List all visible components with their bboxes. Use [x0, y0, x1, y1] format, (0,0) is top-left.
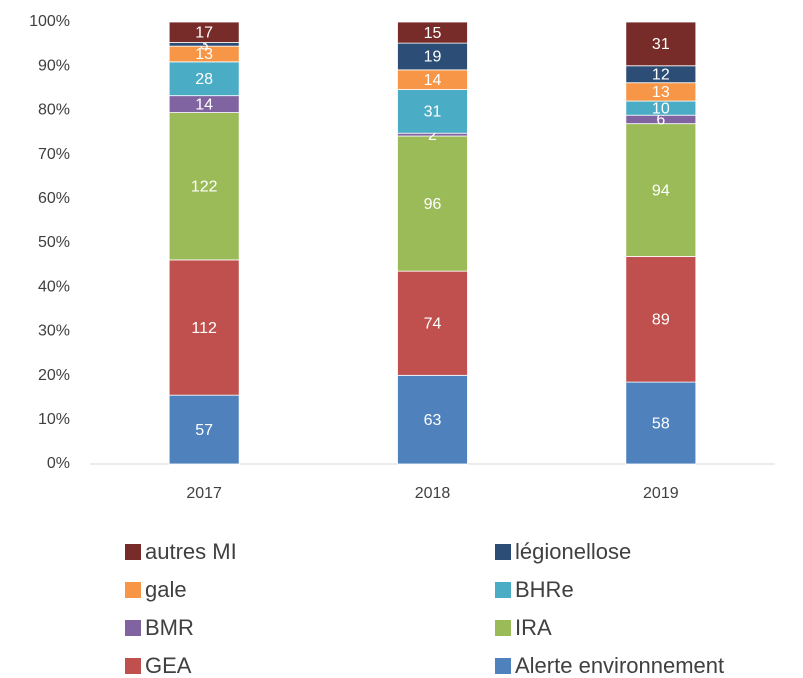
y-tick-label: 90% — [38, 57, 70, 74]
bar-segment — [625, 21, 697, 67]
y-tick-label: 20% — [38, 367, 70, 384]
legend-label: GEA — [145, 653, 192, 678]
y-tick-label: 70% — [38, 146, 70, 163]
legend-label: gale — [145, 577, 187, 602]
legend-swatch — [495, 544, 511, 560]
data-label: 13 — [652, 84, 670, 101]
legend-swatch — [125, 620, 141, 636]
bar-segment — [168, 112, 240, 261]
legend-swatch — [125, 582, 141, 598]
data-label: 96 — [424, 196, 442, 213]
data-label: 89 — [652, 311, 670, 328]
data-label: 15 — [424, 25, 442, 42]
bar-segment — [168, 259, 240, 396]
y-tick-label: 30% — [38, 323, 70, 340]
bar-segment — [625, 381, 697, 465]
legend-label: légionellose — [515, 539, 631, 564]
y-tick-label: 40% — [38, 278, 70, 295]
data-label: 14 — [424, 72, 442, 89]
data-label: 74 — [424, 315, 442, 332]
bar-segment — [168, 394, 240, 465]
x-tick-label: 2017 — [186, 485, 222, 502]
x-tick-label: 2019 — [643, 485, 679, 502]
bar-segment — [397, 374, 468, 465]
data-label: 17 — [195, 24, 213, 41]
legend-swatch — [495, 620, 511, 636]
y-tick-label: 100% — [29, 13, 70, 30]
data-label: 12 — [652, 66, 670, 83]
x-tick-label: 2018 — [415, 485, 451, 502]
bar-segment — [397, 42, 468, 71]
bar-segment — [625, 123, 697, 257]
y-tick-label: 0% — [47, 455, 70, 472]
data-label: 58 — [652, 415, 670, 432]
data-label: 6 — [656, 112, 665, 129]
bar-segment — [397, 135, 468, 272]
data-label: 122 — [191, 178, 218, 195]
legend-swatch — [495, 582, 511, 598]
bar-segment — [397, 21, 468, 44]
bar-segment — [168, 21, 240, 43]
data-label: 31 — [424, 104, 442, 121]
y-tick-label: 50% — [38, 234, 70, 251]
bar-segment — [168, 61, 240, 97]
data-label: 28 — [195, 71, 213, 88]
legend-label: BMR — [145, 615, 194, 640]
data-label: 2 — [428, 127, 437, 144]
data-label: 112 — [191, 320, 217, 337]
data-label: 57 — [195, 422, 213, 439]
bar-segment — [397, 270, 468, 376]
bar-segment — [397, 89, 468, 134]
legend-swatch — [495, 658, 511, 674]
y-tick-label: 60% — [38, 190, 70, 207]
y-tick-label: 10% — [38, 411, 70, 428]
legend-label: BHRe — [515, 577, 574, 602]
legend-swatch — [125, 658, 141, 674]
data-label: 31 — [652, 36, 670, 53]
data-label: 13 — [195, 46, 213, 63]
data-label: 10 — [652, 100, 670, 117]
legend-label: Alerte environnement — [515, 653, 724, 678]
data-label: 3 — [200, 37, 209, 54]
data-label: 14 — [195, 96, 213, 113]
bar-segment — [625, 256, 697, 383]
legend-label: autres MI — [145, 539, 237, 564]
data-label: 94 — [652, 182, 670, 199]
data-label: 19 — [424, 49, 442, 66]
legend-label: IRA — [515, 615, 552, 640]
legend-swatch — [125, 544, 141, 560]
data-label: 63 — [424, 412, 442, 429]
y-tick-label: 80% — [38, 102, 70, 119]
